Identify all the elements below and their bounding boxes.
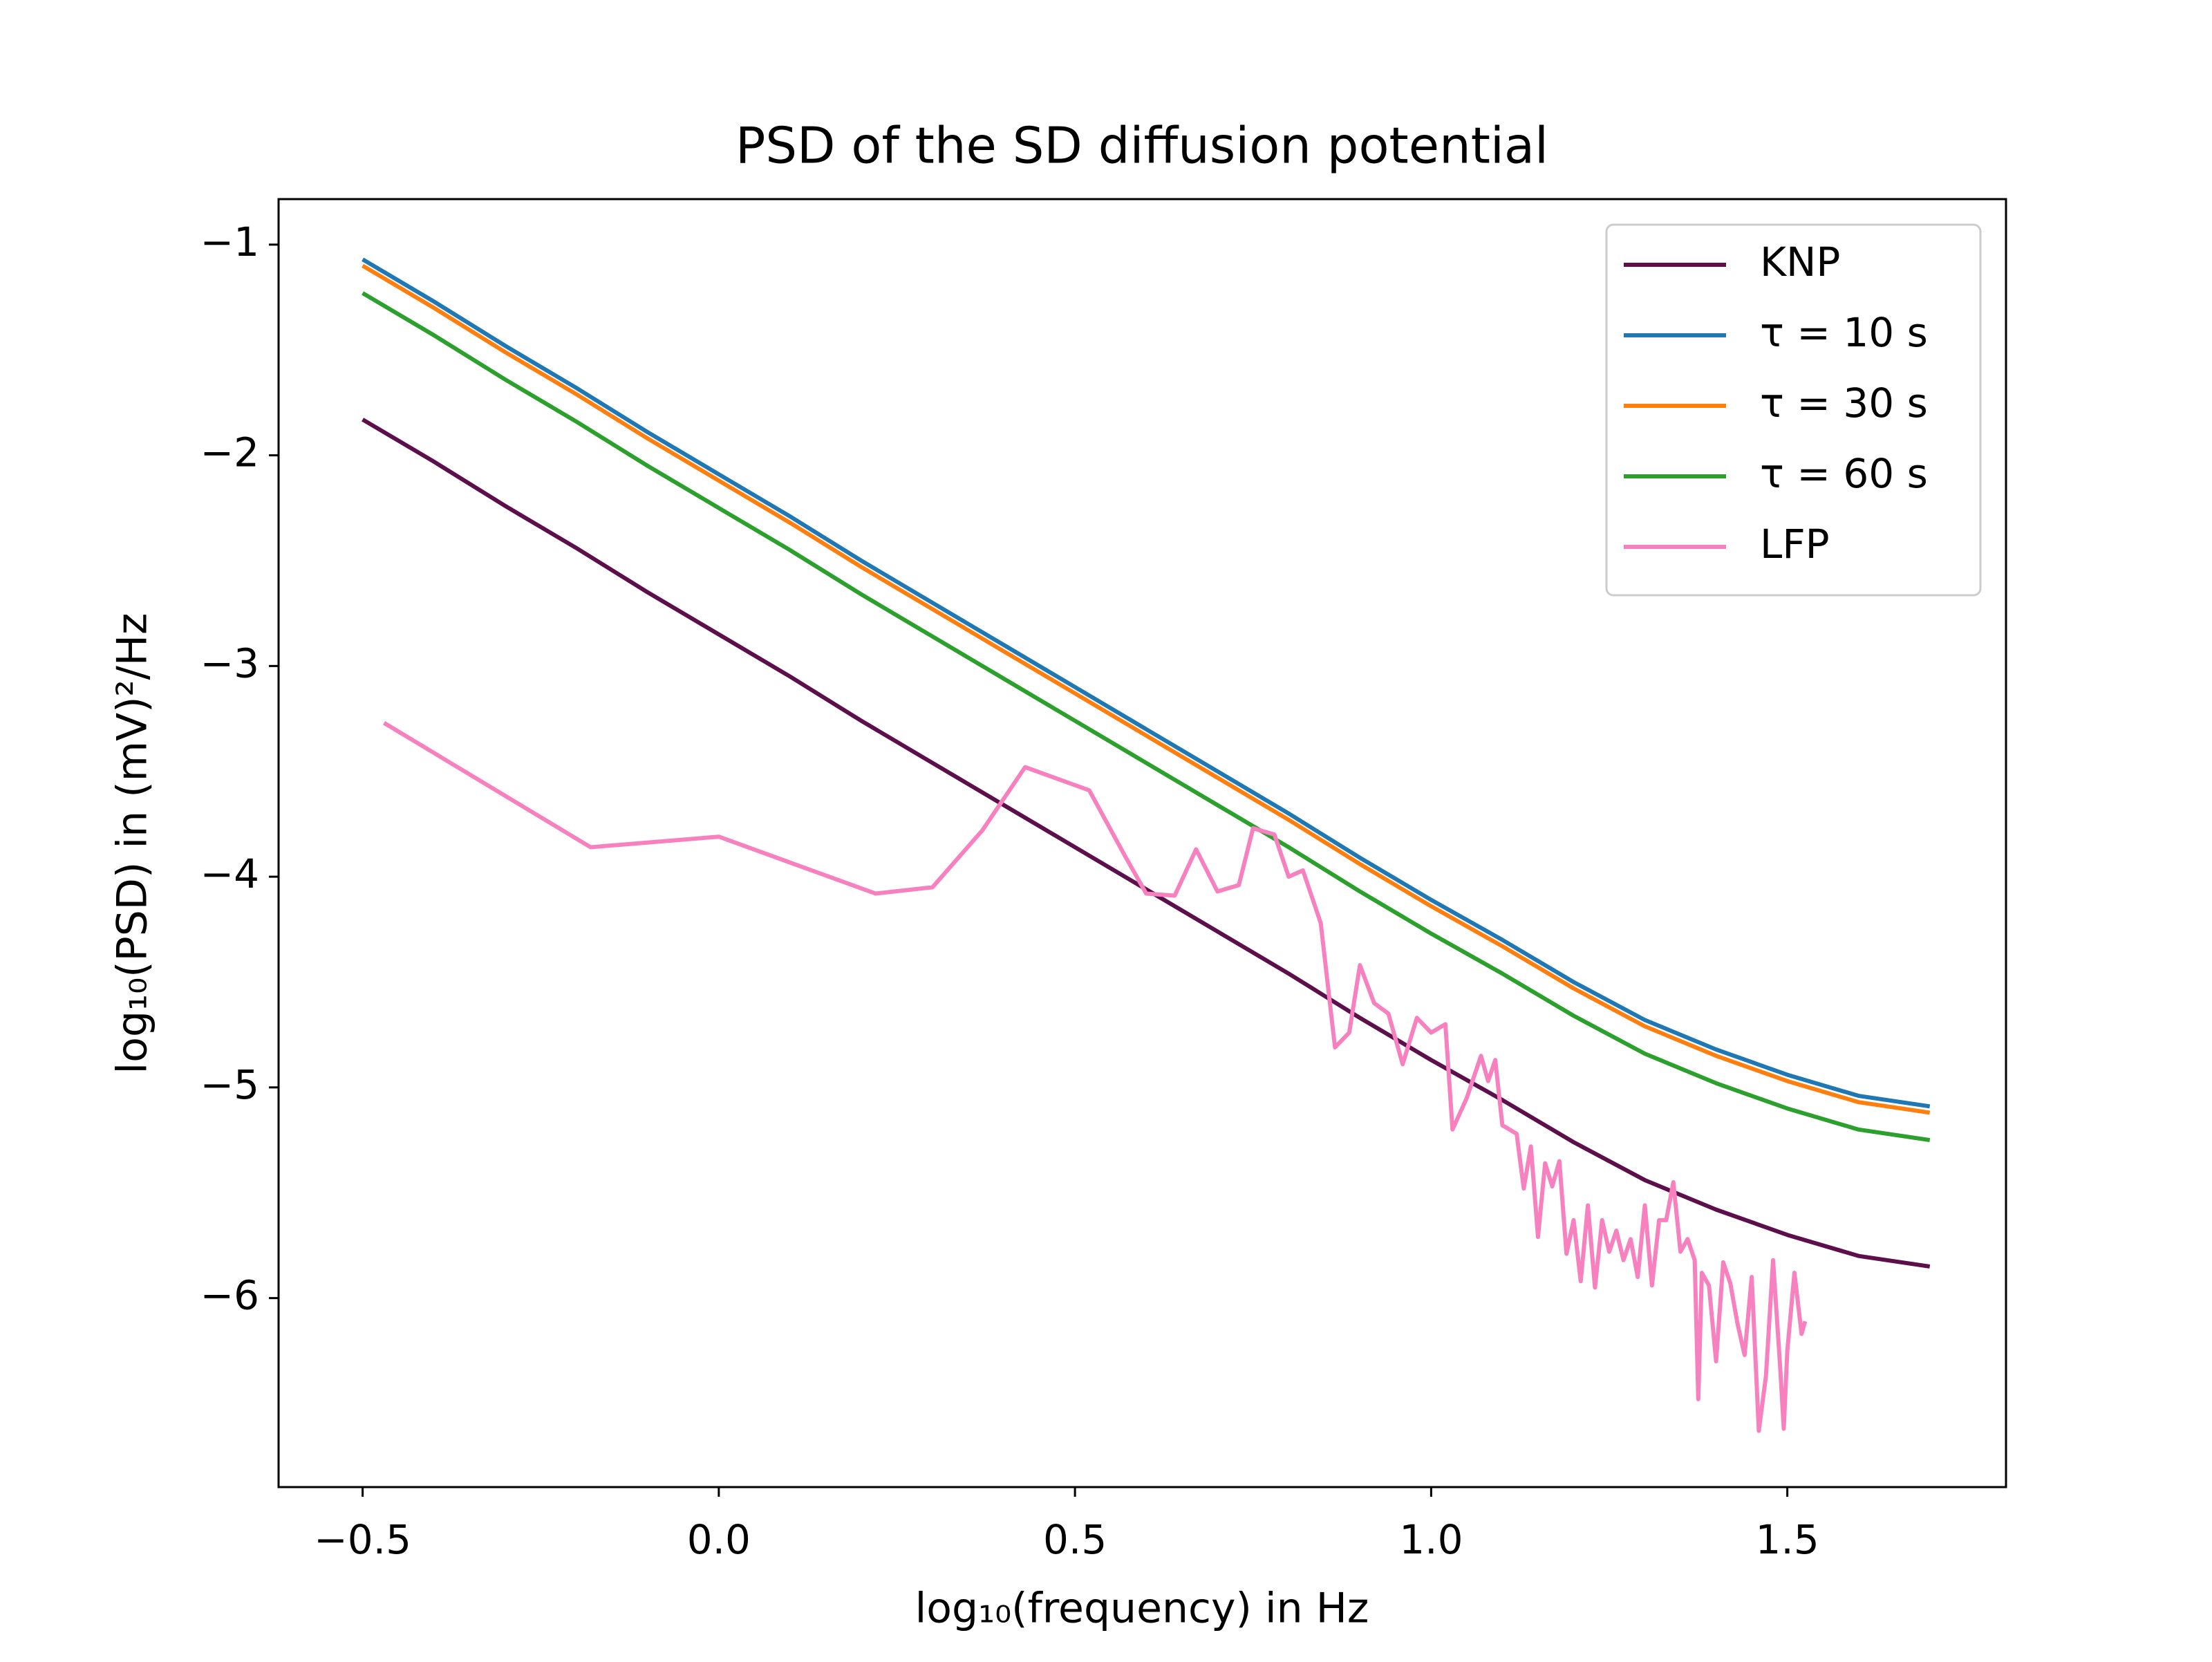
y-tick-label: −4 [200, 850, 260, 897]
axes-frame [277, 198, 2007, 1488]
series-line [382, 721, 1808, 1433]
y-tick-label: −6 [200, 1272, 260, 1319]
chart-title: PSD of the SD diffusion potential [735, 117, 1548, 175]
legend-box [1605, 223, 1982, 597]
x-tick-label: −0.5 [314, 1516, 411, 1563]
y-tick-label: −5 [200, 1061, 260, 1108]
legend-label: τ = 10 s [1760, 309, 1928, 356]
x-tick-label: 1.0 [1399, 1516, 1463, 1563]
series-line [362, 257, 1931, 1109]
legend-label: KNP [1760, 239, 1840, 286]
series-line [362, 263, 1931, 1115]
x-tick-label: 0.0 [687, 1516, 751, 1563]
y-tick-label: −1 [200, 218, 260, 265]
legend-label: τ = 60 s [1760, 450, 1928, 497]
x-tick-label: 0.5 [1043, 1516, 1107, 1563]
legend-label: τ = 30 s [1760, 380, 1928, 427]
legend-label: LFP [1760, 521, 1830, 568]
x-tick-label: 1.5 [1756, 1516, 1819, 1563]
y-axis-label: log₁₀(PSD) in (mV)²/Hz [109, 613, 157, 1074]
y-tick-label: −2 [200, 429, 260, 476]
x-axis-label: log₁₀(frequency) in Hz [915, 1585, 1369, 1633]
y-tick-label: −3 [200, 639, 260, 687]
series-line [362, 291, 1931, 1143]
